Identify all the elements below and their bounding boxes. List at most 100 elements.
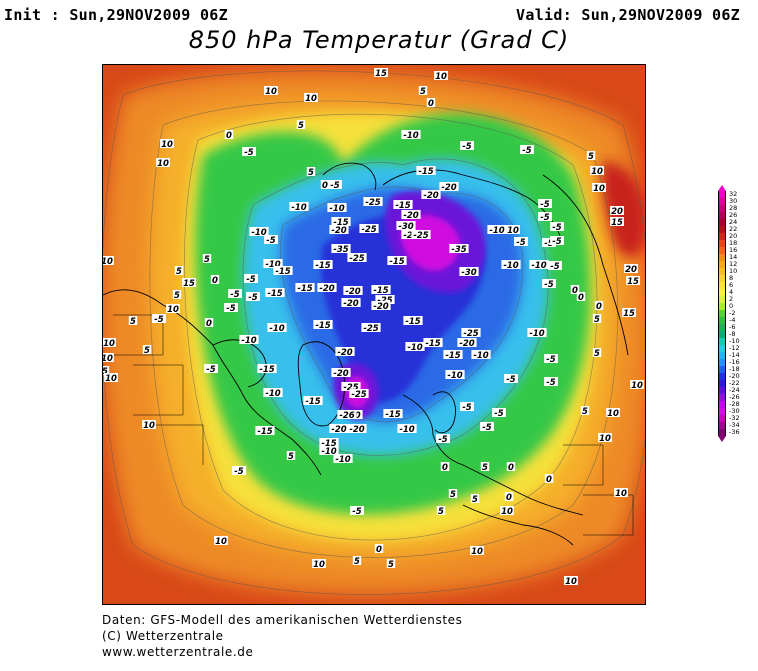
legend-swatch <box>718 324 726 331</box>
legend-swatch <box>718 205 726 212</box>
contour-label: 15 <box>182 278 196 289</box>
legend-entry: -24 <box>718 386 740 394</box>
legend-entry: -16 <box>718 358 740 366</box>
contour-label-text: 0 <box>428 99 434 109</box>
contour-label-text: -25 <box>349 254 364 264</box>
contour-label-text: -20 <box>331 425 346 435</box>
contour-label: -5 <box>504 374 518 385</box>
contour-label-text: -10 <box>447 371 462 381</box>
contour-label-text: 20 <box>611 207 623 217</box>
contour-label-box <box>387 256 407 265</box>
contour-label-text: 5 <box>594 349 600 359</box>
legend-entry: 24 <box>718 218 737 226</box>
contour-label-box <box>416 166 436 175</box>
legend-entry: -8 <box>718 330 735 338</box>
contour-label: 0 <box>594 301 604 312</box>
contour-label-text: 5 <box>298 121 304 131</box>
contour-label: -5 <box>544 377 558 388</box>
contour-label-box <box>614 488 628 497</box>
legend-label: -14 <box>729 351 740 359</box>
contour-label-text: 10 <box>565 577 577 587</box>
contour-label: -15 <box>319 438 339 449</box>
contour-label-text: 0 <box>442 463 448 473</box>
contour-label-box <box>103 338 116 347</box>
contour-label-box <box>152 314 166 323</box>
contour-label: 10 <box>103 353 114 364</box>
contour-label: 10 <box>160 139 174 150</box>
contour-label: 5 <box>436 506 446 517</box>
contour-label-text: -5 <box>552 237 562 247</box>
contour-label-text: -5 <box>544 280 554 290</box>
contour-label: 10 <box>142 420 156 431</box>
contour-label-text: -30 <box>398 222 413 232</box>
legend-label: -22 <box>729 379 740 387</box>
contour-label: 5 <box>306 167 316 178</box>
contour-label-text: 0 <box>322 181 328 191</box>
contour-label-box <box>492 408 506 417</box>
contour-label-text: 5 <box>144 346 150 356</box>
contour-label-box <box>538 212 552 221</box>
legend-arrow-up <box>718 185 726 191</box>
legend-swatch <box>718 198 726 205</box>
legend-swatch <box>718 366 726 373</box>
contour-label-text: 5 <box>450 490 456 500</box>
contour-label: -15 <box>257 364 277 375</box>
contour-label-box <box>263 259 283 268</box>
contour-label: 10 <box>434 71 448 82</box>
contour-label-text: 10 <box>143 421 155 431</box>
contour-label-box <box>544 377 558 386</box>
contour-label-text: 5 <box>204 255 210 265</box>
legend-label: 8 <box>729 274 734 282</box>
contour-label: 5 <box>103 366 110 377</box>
contour-label-box <box>436 434 450 443</box>
contour-label-box <box>304 93 318 102</box>
contour-label-text: 5 <box>288 452 294 462</box>
footer-website-link[interactable]: www.wetterzentrale.de <box>102 645 254 659</box>
contour-label: -5 <box>204 364 218 375</box>
contour-label-text: -10 <box>321 447 336 457</box>
contour-label-text: -15 <box>445 351 460 361</box>
contour-label-box <box>405 342 425 351</box>
contour-label-box <box>421 190 441 199</box>
legend-entry: 16 <box>718 246 737 254</box>
contour-label: -15 <box>331 217 351 228</box>
contour-label-box <box>439 182 459 191</box>
legend-label: -28 <box>729 400 740 408</box>
contour-label-box <box>263 388 283 397</box>
contour-label: -5 <box>480 422 494 433</box>
contour-label-box <box>436 506 446 515</box>
contour-label-box <box>500 506 514 515</box>
legend-label: 22 <box>729 225 738 233</box>
contour-label: -35 <box>449 244 469 255</box>
contour-label: -15 <box>371 285 391 296</box>
legend-swatch <box>718 380 726 387</box>
contour-label-text: 0 <box>226 131 232 141</box>
contour-label: -10 <box>267 323 287 334</box>
contour-label-text: -10 <box>265 389 280 399</box>
contour-label-text: 5 <box>176 267 182 277</box>
legend-swatch <box>718 317 726 324</box>
valid-time: Valid: Sun,29NOV2009 06Z <box>516 6 740 24</box>
legend-label: -24 <box>729 386 740 394</box>
contour-label: -10 <box>527 328 547 339</box>
legend-label: -34 <box>729 421 740 429</box>
legend-swatch <box>718 345 726 352</box>
contour-label: 5 <box>386 559 396 570</box>
contour-label: 10 <box>506 225 520 236</box>
legend-entry: 28 <box>718 204 737 212</box>
contour-label-box <box>249 227 269 236</box>
contour-label-text: 10 <box>599 434 611 444</box>
contour-label: -5 <box>492 408 506 419</box>
contour-label-text: 0 <box>578 293 584 303</box>
contour-label: -5 <box>436 434 450 445</box>
contour-label: -10 <box>327 203 347 214</box>
contour-label-box <box>347 253 367 262</box>
contour-label: 10 <box>614 488 628 499</box>
contour-label-text: -5 <box>462 403 472 413</box>
contour-label-box <box>527 328 547 337</box>
contour-label-text: -15 <box>267 289 282 299</box>
coastline-greenland <box>297 341 346 427</box>
contour-label: 20 <box>610 206 624 217</box>
contour-label-box <box>544 354 558 363</box>
contour-label-box <box>337 410 357 419</box>
